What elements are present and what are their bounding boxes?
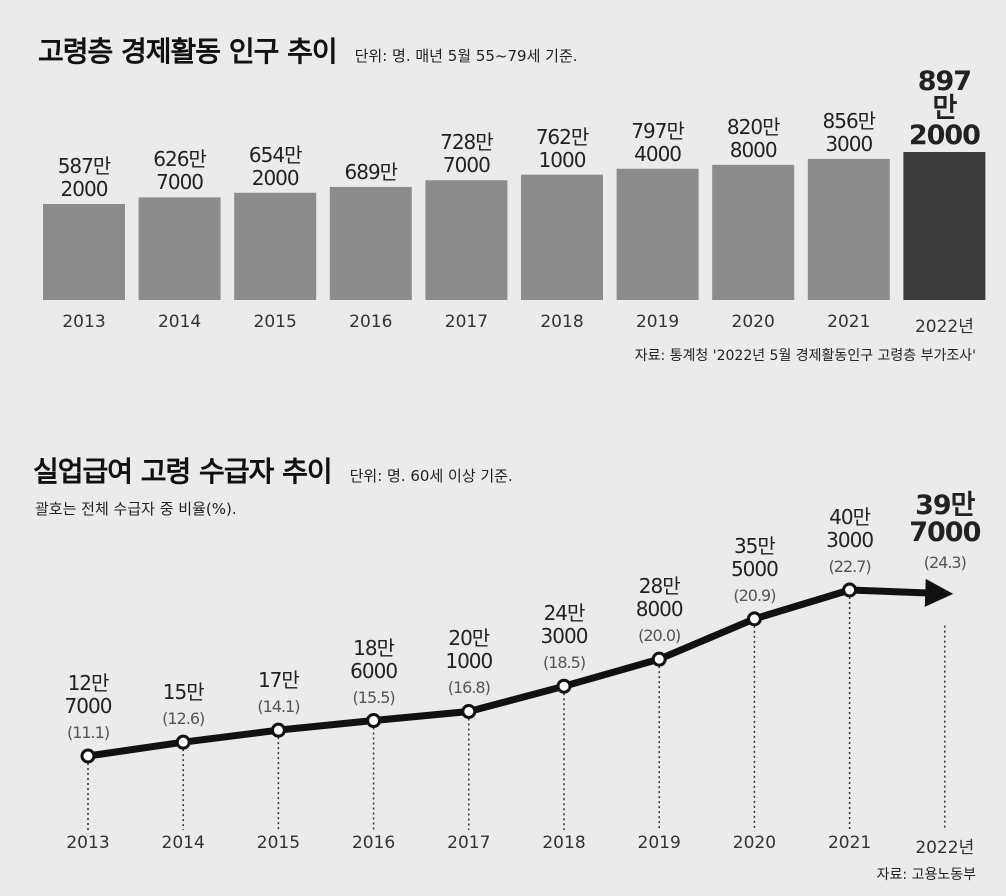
x-tick-label: 2021 — [827, 833, 872, 853]
share-label: (12.6) — [162, 709, 205, 729]
value-label: 40만 3000 — [826, 505, 874, 552]
bar — [807, 158, 890, 300]
point — [461, 703, 477, 719]
bar — [521, 174, 603, 300]
x-tick-label: 2020 — [732, 833, 777, 853]
value-label: 797만 4000 — [631, 118, 685, 166]
x-tick-label: 2017 — [447, 833, 491, 853]
point — [556, 678, 572, 694]
x-tick-label: 2016 — [349, 312, 393, 332]
x-tick-label: 2020 — [731, 312, 775, 332]
chart-subtitle: 단위: 명. 매년 5월 55~79세 기준. — [354, 47, 578, 65]
x-tick-label: 2019 — [637, 833, 681, 853]
value-label: 39만 7000 — [909, 489, 981, 548]
x-tick-label: 2018 — [542, 833, 586, 853]
point — [175, 734, 191, 750]
share-label: (14.1) — [257, 697, 300, 717]
share-label: (20.9) — [733, 585, 776, 605]
value-label: 654만 2000 — [248, 142, 303, 190]
share-label: (22.7) — [828, 557, 872, 576]
value-label: 897만 2000 — [908, 66, 981, 151]
value-label: 24만 3000 — [540, 601, 589, 649]
value-label: 856만 3000 — [822, 108, 877, 156]
value-label: 35만 5000 — [730, 533, 779, 581]
point — [746, 611, 762, 627]
x-tick-label: 2018 — [540, 312, 584, 332]
point — [651, 651, 667, 667]
x-tick-label: 2014 — [157, 312, 202, 332]
value-label: 28만 8000 — [635, 574, 684, 622]
chart-title: 고령층 경제활동 인구 추이 — [38, 35, 338, 68]
x-tick-label: 2013 — [66, 833, 110, 853]
chart-subtitle: 단위: 명. 60세 이상 기준. — [349, 467, 513, 485]
value-label: 728만 7000 — [440, 130, 494, 178]
x-tick-label: 2016 — [351, 833, 396, 853]
x-tick-label: 2019 — [635, 312, 680, 332]
share-label: (16.8) — [447, 678, 491, 698]
bar — [234, 192, 317, 300]
x-tick-label: 2015 — [256, 833, 301, 853]
x-tick-label: 2017 — [444, 312, 489, 332]
point — [842, 582, 858, 598]
value-label: 15만 — [162, 680, 205, 705]
x-tick-label: 2013 — [62, 312, 106, 332]
chart-note: 괄호는 전체 수급자 중 비율(%). — [35, 500, 237, 518]
x-tick-label: 2015 — [253, 312, 297, 332]
x-tick-label: 2022년 — [915, 838, 975, 858]
source: 자료: 통계청 '2022년 5월 경제활동인구 고령층 부가조사' — [634, 348, 976, 364]
bar — [712, 164, 795, 300]
header-2: 실업급여 고령 수급자 추이 단위: 명. 60세 이상 기준. — [33, 450, 513, 490]
value-label: 20만 1000 — [445, 626, 493, 674]
value-label: 587만 2000 — [57, 154, 112, 201]
value-label: 762만 1000 — [535, 124, 590, 172]
x-tick-label: 2021 — [827, 312, 871, 332]
value-label: 689만 — [344, 159, 399, 184]
bar — [138, 197, 221, 300]
share-label: (20.0) — [638, 626, 681, 646]
share-label: (24.3) — [923, 552, 967, 572]
share-label: (11.1) — [66, 723, 110, 742]
source: 자료: 고용노동부 — [876, 867, 976, 883]
point — [366, 713, 382, 729]
bar — [425, 180, 508, 300]
share-label: (18.5) — [542, 653, 586, 673]
point — [80, 748, 96, 764]
value-label: 820만 8000 — [726, 114, 781, 162]
point — [270, 722, 286, 738]
value-label: 17만 — [257, 668, 300, 693]
line — [87, 578, 954, 760]
value-label: 626만 7000 — [153, 147, 207, 195]
bar — [616, 168, 699, 300]
bar — [43, 204, 125, 300]
x-tick-label: 2014 — [161, 833, 205, 853]
header-1: 고령층 경제활동 인구 추이 단위: 명. 매년 5월 55~79세 기준. — [38, 30, 578, 70]
share-label: (15.5) — [352, 687, 396, 707]
value-label: 12만 7000 — [64, 671, 113, 718]
x-tick-label: 2022년 — [914, 317, 974, 337]
bar — [903, 152, 986, 300]
bar — [329, 186, 412, 300]
chart-title: 실업급여 고령 수급자 추이 — [33, 455, 333, 488]
value-label: 18만 6000 — [350, 635, 398, 683]
